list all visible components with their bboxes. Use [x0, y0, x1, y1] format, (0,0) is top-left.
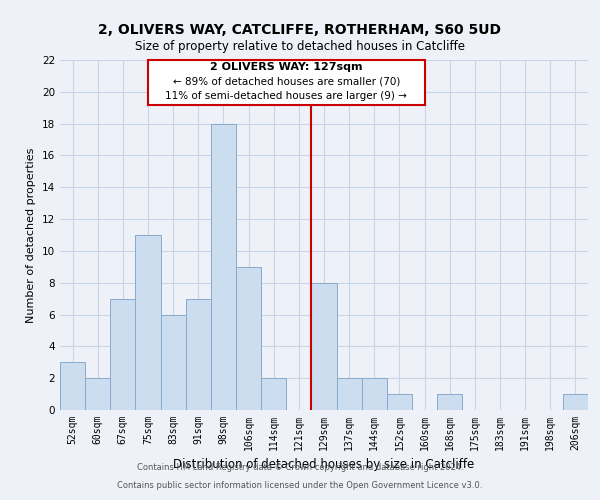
Text: Size of property relative to detached houses in Catcliffe: Size of property relative to detached ho…: [135, 40, 465, 53]
Y-axis label: Number of detached properties: Number of detached properties: [26, 148, 37, 322]
Bar: [110, 298, 136, 410]
Text: 11% of semi-detached houses are larger (9) →: 11% of semi-detached houses are larger (…: [166, 91, 407, 101]
Bar: [161, 314, 186, 410]
Text: 2, OLIVERS WAY, CATCLIFFE, ROTHERHAM, S60 5UD: 2, OLIVERS WAY, CATCLIFFE, ROTHERHAM, S6…: [98, 22, 502, 36]
Bar: [236, 267, 261, 410]
Bar: [437, 394, 462, 410]
Bar: [311, 282, 337, 410]
Bar: [261, 378, 286, 410]
Bar: [563, 394, 588, 410]
Bar: [85, 378, 110, 410]
Bar: [148, 60, 425, 104]
Text: Contains HM Land Registry data © Crown copyright and database right 2024.: Contains HM Land Registry data © Crown c…: [137, 464, 463, 472]
Bar: [362, 378, 387, 410]
Bar: [387, 394, 412, 410]
Text: Contains public sector information licensed under the Open Government Licence v3: Contains public sector information licen…: [118, 481, 482, 490]
Bar: [337, 378, 362, 410]
Bar: [60, 362, 85, 410]
Bar: [211, 124, 236, 410]
Bar: [186, 298, 211, 410]
Bar: [136, 235, 161, 410]
X-axis label: Distribution of detached houses by size in Catcliffe: Distribution of detached houses by size …: [173, 458, 475, 471]
Text: 2 OLIVERS WAY: 127sqm: 2 OLIVERS WAY: 127sqm: [210, 62, 362, 72]
Text: ← 89% of detached houses are smaller (70): ← 89% of detached houses are smaller (70…: [173, 76, 400, 86]
